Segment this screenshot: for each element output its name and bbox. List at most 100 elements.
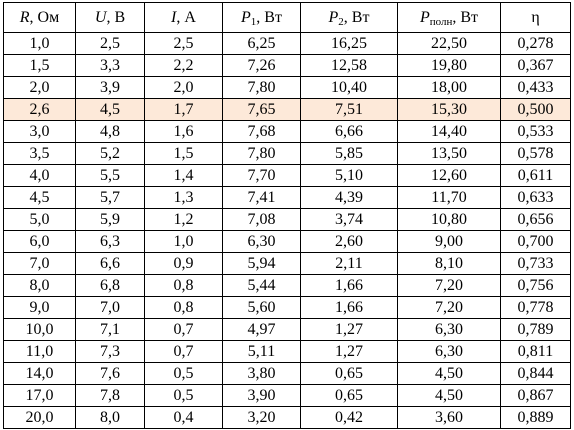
table-cell: 7,80 xyxy=(222,142,301,165)
table-cell: 0,500 xyxy=(500,98,571,121)
table-cell: 1,66 xyxy=(300,296,398,319)
table-row: 1,0 2,5 2,5 6,25 16,25 22,50 0,278 xyxy=(3,32,571,55)
table-row: 1,5 3,3 2,2 7,26 12,58 19,80 0,367 xyxy=(3,54,571,77)
table-cell: 4,50 xyxy=(397,362,501,385)
table-cell: 17,0 xyxy=(3,384,76,407)
header-cell: P2, Вт xyxy=(300,2,398,33)
table-cell: 0,733 xyxy=(500,252,571,275)
table-row: 10,0 7,1 0,7 4,97 1,27 6,30 0,789 xyxy=(3,318,571,341)
table-cell: 1,5 xyxy=(3,54,76,77)
header-symbol: P xyxy=(328,8,339,26)
table-cell: 3,80 xyxy=(222,362,301,385)
table-cell: 7,70 xyxy=(222,164,301,187)
header-unit: , Ом xyxy=(29,8,60,26)
table-cell: 0,867 xyxy=(500,384,571,407)
header-text: η xyxy=(531,8,540,26)
table-cell: 13,50 xyxy=(397,142,501,165)
table-cell: 7,20 xyxy=(397,296,501,319)
table-cell: 4,39 xyxy=(300,186,398,209)
table-cell: 0,5 xyxy=(144,384,223,407)
table-cell: 3,60 xyxy=(397,406,501,429)
table-body: 1,0 2,5 2,5 6,25 16,25 22,50 0,278 1,5 3,3 2,2 7,2… xyxy=(3,32,571,429)
table-cell: 5,2 xyxy=(75,142,145,165)
table-cell: 0,889 xyxy=(500,406,571,429)
table-cell: 5,11 xyxy=(222,340,301,363)
table-cell: 0,4 xyxy=(144,406,223,429)
table-cell: 0,811 xyxy=(500,340,571,363)
table-cell: 9,00 xyxy=(397,230,501,253)
table-cell: 3,3 xyxy=(75,54,145,77)
table-cell: 7,80 xyxy=(222,76,301,99)
table-cell: 14,40 xyxy=(397,120,501,143)
table-cell: 16,25 xyxy=(300,32,398,55)
table-cell: 0,5 xyxy=(144,362,223,385)
table-cell: 14,0 xyxy=(3,362,76,385)
table-cell: 0,42 xyxy=(300,406,398,429)
table-cell: 0,367 xyxy=(500,54,571,77)
table-cell: 5,94 xyxy=(222,252,301,275)
table-cell: 2,0 xyxy=(144,76,223,99)
table-cell: 1,0 xyxy=(3,32,76,55)
table-cell: 8,0 xyxy=(3,274,76,297)
table-cell: 1,3 xyxy=(144,186,223,209)
header-unit: , Вт xyxy=(452,8,479,26)
table-cell: 0,65 xyxy=(300,384,398,407)
table-cell: 7,26 xyxy=(222,54,301,77)
table-row: 20,0 8,0 0,4 3,20 0,42 3,60 0,889 xyxy=(3,406,571,429)
table-cell: 0,656 xyxy=(500,208,571,231)
table-row: 3,5 5,2 1,5 7,80 5,85 13,50 0,578 xyxy=(3,142,571,165)
table-cell: 11,0 xyxy=(3,340,76,363)
table-cell: 3,20 xyxy=(222,406,301,429)
table-cell: 11,70 xyxy=(397,186,501,209)
table-cell: 4,0 xyxy=(3,164,76,187)
header-unit: , В xyxy=(106,8,126,26)
table-cell: 1,27 xyxy=(300,318,398,341)
table-cell: 6,3 xyxy=(75,230,145,253)
table-row: 5,0 5,9 1,2 7,08 3,74 10,80 0,656 xyxy=(3,208,571,231)
table-cell: 1,6 xyxy=(144,120,223,143)
table-cell: 0,700 xyxy=(500,230,571,253)
table-cell: 5,7 xyxy=(75,186,145,209)
table-cell: 1,5 xyxy=(144,142,223,165)
header-unit: , Вт xyxy=(256,8,282,26)
table-cell: 7,65 xyxy=(222,98,301,121)
table-cell: 0,611 xyxy=(500,164,571,187)
table-cell: 7,0 xyxy=(75,296,145,319)
table-cell: 2,0 xyxy=(3,76,76,99)
table-cell: 2,60 xyxy=(300,230,398,253)
table-cell: 7,8 xyxy=(75,384,145,407)
table-cell: 0,8 xyxy=(144,296,223,319)
header-subscript: 2 xyxy=(338,15,344,28)
header-cell: U, В xyxy=(75,2,145,33)
header-subscript: полн xyxy=(429,15,453,28)
table-row: 11,0 7,3 0,7 5,11 1,27 6,30 0,811 xyxy=(3,340,571,363)
table-row: 6,0 6,3 1,0 6,30 2,60 9,00 0,700 xyxy=(3,230,571,253)
table-cell: 2,6 xyxy=(3,98,76,121)
table-row: 9,0 7,0 0,8 5,60 1,66 7,20 0,778 xyxy=(3,296,571,319)
table-cell: 1,0 xyxy=(144,230,223,253)
table-cell: 2,11 xyxy=(300,252,398,275)
table-cell: 3,74 xyxy=(300,208,398,231)
table-cell: 22,50 xyxy=(397,32,501,55)
data-table: R, Ом U, В I, А P1, Вт P2, Вт Pполн, Вт η 1,0 2… xyxy=(3,2,571,429)
table-cell: 6,6 xyxy=(75,252,145,275)
table-cell: 6,0 xyxy=(3,230,76,253)
table-cell: 7,51 xyxy=(300,98,398,121)
table-cell: 4,5 xyxy=(3,186,76,209)
table-cell: 4,97 xyxy=(222,318,301,341)
table-row: 2,0 3,9 2,0 7,80 10,40 18,00 0,433 xyxy=(3,76,571,99)
table-cell: 6,30 xyxy=(397,340,501,363)
table-cell: 3,0 xyxy=(3,120,76,143)
table-cell: 5,44 xyxy=(222,274,301,297)
table-cell: 15,30 xyxy=(397,98,501,121)
header-unit: , Вт xyxy=(343,8,370,26)
table-cell: 1,7 xyxy=(144,98,223,121)
table-cell: 7,6 xyxy=(75,362,145,385)
table-cell: 5,10 xyxy=(300,164,398,187)
table-cell: 0,778 xyxy=(500,296,571,319)
table-cell: 6,30 xyxy=(222,230,301,253)
table-cell: 19,80 xyxy=(397,54,501,77)
table-row: 4,5 5,7 1,3 7,41 4,39 11,70 0,633 xyxy=(3,186,571,209)
header-symbol: I xyxy=(171,8,177,26)
